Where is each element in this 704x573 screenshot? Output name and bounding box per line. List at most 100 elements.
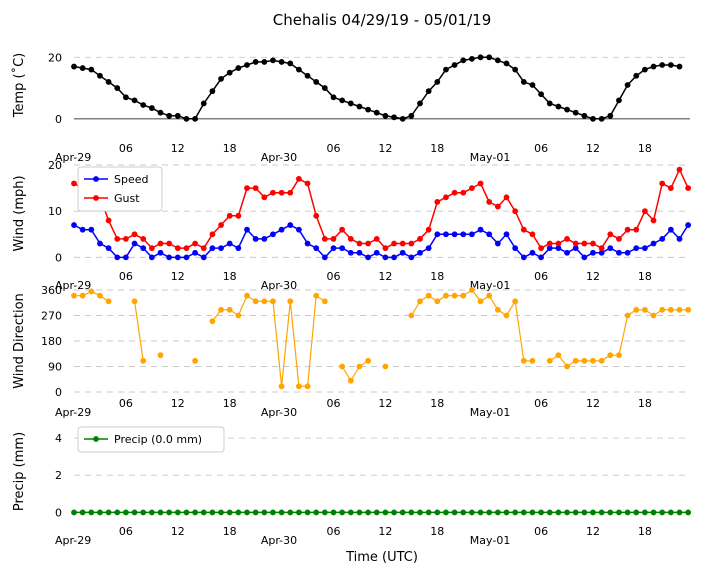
data-point-precip xyxy=(218,509,224,516)
data-point-gust xyxy=(667,185,674,191)
data-point-speed xyxy=(157,249,164,256)
data-point-precip xyxy=(460,509,467,516)
data-point-gust xyxy=(226,212,233,219)
x-tick-label: Apr-30 xyxy=(261,279,297,292)
data-point-temp xyxy=(261,59,268,65)
data-point-gust xyxy=(278,189,285,196)
y-tick-label: 0 xyxy=(55,506,62,519)
y-tick-label: 4 xyxy=(55,432,62,445)
data-point-precip xyxy=(546,509,553,516)
series-line-gust xyxy=(73,167,689,250)
data-point-gust xyxy=(425,226,432,233)
data-point-temp xyxy=(200,100,207,107)
x-tick-label: 12 xyxy=(586,142,600,155)
data-point-temp xyxy=(624,82,631,88)
data-point-precip xyxy=(270,509,276,516)
data-point-temp xyxy=(425,88,432,95)
data-point-speed xyxy=(209,245,216,252)
data-point-precip xyxy=(659,509,666,516)
x-tick-label: May-01 xyxy=(470,151,511,164)
data-point-speed xyxy=(365,254,371,261)
data-point-speed xyxy=(503,231,510,238)
x-tick-label: 12 xyxy=(586,270,600,283)
data-point-speed xyxy=(261,236,268,242)
data-point-speed xyxy=(97,240,103,247)
data-point-direction xyxy=(339,363,346,370)
data-point-direction xyxy=(235,312,242,319)
x-tick-label: 18 xyxy=(430,270,444,283)
data-point-temp xyxy=(512,66,519,73)
data-point-direction xyxy=(261,298,268,305)
data-point-temp xyxy=(347,100,354,107)
x-tick-label: 18 xyxy=(430,525,444,538)
data-point-direction xyxy=(79,292,86,299)
data-point-precip xyxy=(399,509,406,516)
data-point-speed xyxy=(555,245,562,252)
data-point-speed xyxy=(114,254,121,261)
x-tick-label: 06 xyxy=(534,397,548,410)
data-point-temp xyxy=(676,63,683,70)
data-point-direction xyxy=(494,306,501,313)
x-tick-label: 12 xyxy=(378,270,392,283)
data-point-precip xyxy=(581,509,588,516)
data-point-temp xyxy=(572,109,579,116)
data-point-temp xyxy=(166,112,173,119)
data-point-direction xyxy=(659,306,666,313)
data-point-direction xyxy=(408,312,415,319)
data-point-precip xyxy=(616,509,622,516)
data-point-direction xyxy=(425,292,432,299)
data-point-speed xyxy=(598,249,605,256)
data-point-gust xyxy=(642,208,648,215)
data-point-temp xyxy=(391,114,397,121)
data-point-direction xyxy=(97,292,103,299)
data-point-temp xyxy=(382,112,389,119)
x-tick-label: 06 xyxy=(534,525,548,538)
data-point-temp xyxy=(88,66,95,73)
data-point-speed xyxy=(477,226,484,233)
data-point-speed xyxy=(434,231,441,238)
data-point-direction xyxy=(451,292,458,299)
data-point-gust xyxy=(235,212,242,219)
data-point-precip xyxy=(486,509,493,516)
data-point-precip xyxy=(555,509,562,516)
data-point-speed xyxy=(347,249,354,256)
data-point-speed xyxy=(252,236,259,242)
data-point-speed xyxy=(296,226,302,233)
data-point-gust xyxy=(685,185,692,191)
data-point-speed xyxy=(244,226,250,233)
legend-box xyxy=(77,166,163,212)
data-point-gust xyxy=(477,180,484,187)
x-tick-label: 06 xyxy=(534,270,548,283)
data-point-gust xyxy=(382,245,389,252)
legend-label: Precip (0.0 mm) xyxy=(114,433,202,446)
data-point-temp xyxy=(555,103,562,110)
data-point-speed xyxy=(546,245,553,252)
data-point-temp xyxy=(105,79,112,85)
data-point-direction xyxy=(512,298,519,305)
x-tick-label: 18 xyxy=(638,270,652,283)
data-point-direction xyxy=(520,357,527,364)
data-point-speed xyxy=(650,240,657,247)
data-point-gust xyxy=(123,236,129,242)
y-tick-label: 180 xyxy=(41,335,62,348)
series-line-speed xyxy=(73,224,689,259)
data-point-direction xyxy=(131,298,138,305)
data-point-precip xyxy=(140,509,147,516)
data-point-precip xyxy=(598,509,605,516)
data-point-temp xyxy=(244,62,250,68)
data-point-temp xyxy=(607,112,614,119)
data-point-direction xyxy=(313,292,320,299)
legend-box xyxy=(77,426,225,453)
data-point-precip xyxy=(391,509,397,516)
data-point-temp xyxy=(451,62,458,68)
data-point-gust xyxy=(114,236,121,242)
x-tick-label: 12 xyxy=(586,397,600,410)
data-point-speed xyxy=(287,222,294,228)
data-point-temp xyxy=(97,72,103,79)
data-point-temp xyxy=(79,65,86,71)
data-point-precip xyxy=(477,509,484,516)
data-point-direction xyxy=(278,383,285,390)
x-tick-label: 12 xyxy=(586,525,600,538)
data-point-speed xyxy=(183,254,190,261)
data-point-speed xyxy=(200,254,207,261)
